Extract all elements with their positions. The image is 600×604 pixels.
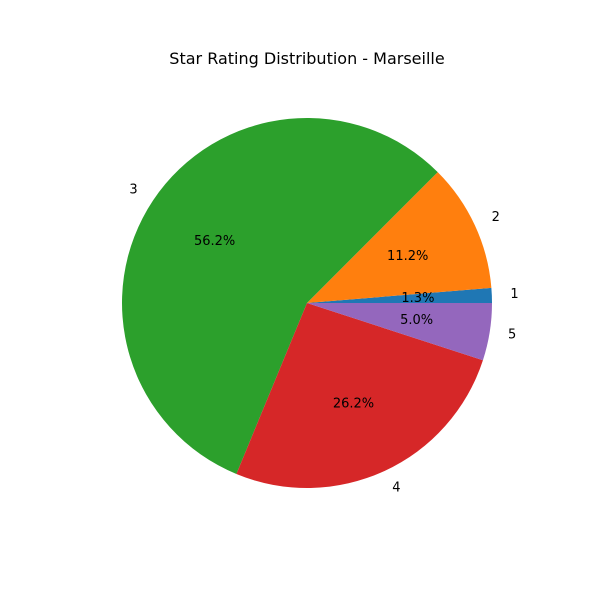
pie-slices	[122, 118, 492, 488]
percent-label-1: 1.3%	[401, 291, 434, 306]
pie-labels: 1 1.3% 2 11.2% 3 56.2% 4 26.2% 5 5.0%	[129, 183, 518, 496]
percent-label-3: 56.2%	[194, 234, 235, 249]
chart-title: Star Rating Distribution - Marseille	[169, 49, 444, 68]
percent-label-4: 26.2%	[333, 396, 374, 411]
slice-label-3: 3	[129, 183, 137, 198]
percent-label-2: 11.2%	[387, 249, 428, 264]
pie-slice-4	[236, 303, 483, 488]
pie-slice-3	[122, 118, 438, 475]
pie-slice-1	[307, 287, 492, 303]
slice-label-5: 5	[508, 327, 516, 342]
slice-label-1: 1	[510, 287, 518, 302]
pie-slice-5	[307, 303, 492, 361]
percent-label-5: 5.0%	[400, 313, 433, 328]
slice-label-2: 2	[492, 210, 500, 225]
pie-slice-2	[307, 172, 492, 303]
slice-label-4: 4	[392, 480, 400, 495]
